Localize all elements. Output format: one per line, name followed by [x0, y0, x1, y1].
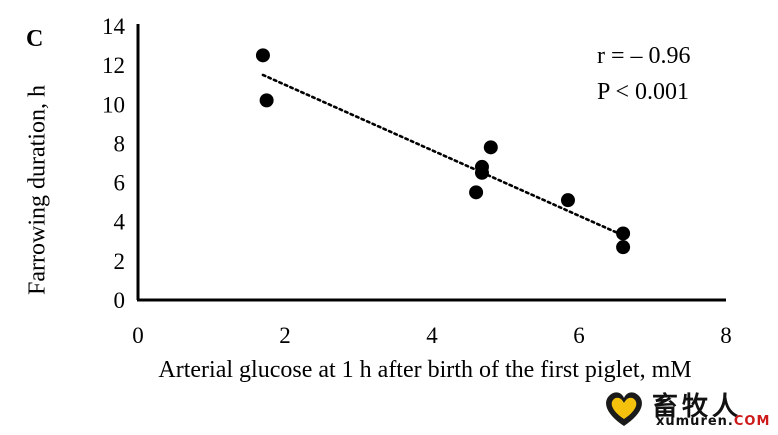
- plot-area: 0 2 4 6 8 10 12 14 0 2 4 6 8: [102, 14, 732, 348]
- data-point: [616, 240, 631, 255]
- watermark-site-suffix: COM: [733, 414, 771, 429]
- data-point: [483, 140, 498, 155]
- x-axis-title: Arterial glucose at 1 h after birth of t…: [158, 357, 692, 383]
- y-tick-label: 4: [114, 210, 126, 235]
- data-point: [560, 193, 575, 208]
- x-tick-label: 6: [573, 323, 585, 348]
- data-point: [474, 159, 489, 174]
- watermark-site-text: xumuren.COM: [656, 414, 770, 429]
- correlation-text: r = – 0.96: [597, 43, 691, 69]
- y-tick-label: 10: [102, 92, 125, 117]
- watermark-logo: 畜牧人 xumuren.COM: [600, 386, 772, 430]
- p-value-text: P < 0.001: [597, 79, 689, 105]
- watermark-chinese-text: 畜牧人: [652, 392, 743, 422]
- data-point: [255, 48, 270, 63]
- y-tick-label: 8: [114, 131, 126, 156]
- stats-annotation: r = – 0.96 P < 0.001: [597, 38, 691, 110]
- panel-label: C: [26, 26, 44, 52]
- heart-logo-icon: [606, 392, 642, 426]
- y-tick-label: 12: [102, 53, 125, 78]
- x-tick-label: 0: [132, 323, 144, 348]
- x-tick-label: 8: [720, 323, 732, 348]
- x-tick-label: 4: [426, 323, 438, 348]
- watermark-site-prefix: xumuren.: [656, 414, 734, 429]
- y-tick-label: 6: [114, 171, 126, 196]
- y-tick-label: 0: [114, 288, 126, 313]
- x-tick-label: 2: [279, 323, 291, 348]
- trendline: [261, 73, 625, 237]
- data-point: [259, 93, 274, 108]
- data-point: [469, 185, 484, 200]
- y-tick-label: 2: [114, 249, 126, 274]
- y-tick-label: 14: [102, 14, 126, 39]
- y-axis-title: Farrowing duration, h: [24, 85, 51, 295]
- data-point: [616, 226, 631, 241]
